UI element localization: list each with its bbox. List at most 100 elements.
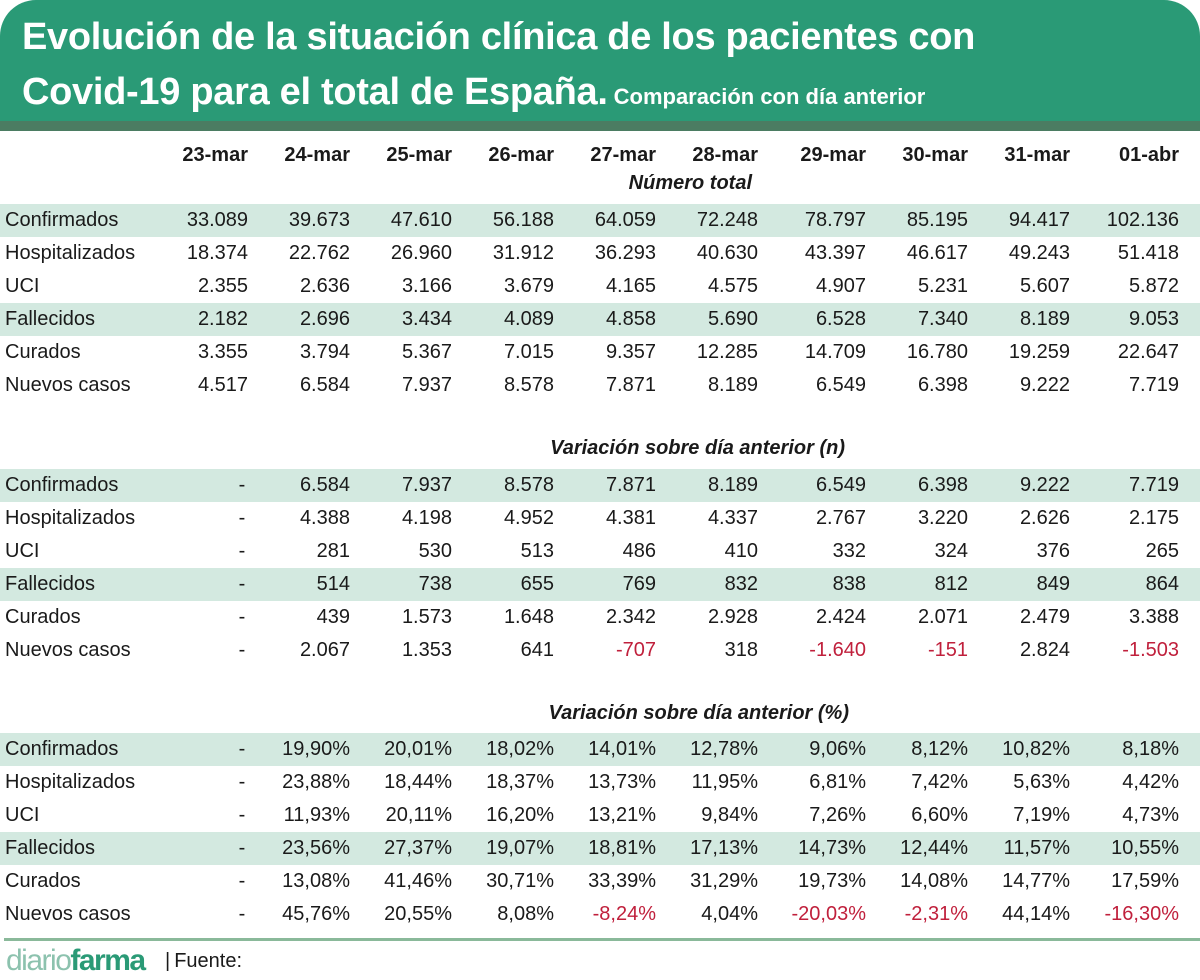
table-cell: 31.912 — [492, 242, 554, 264]
row-label: UCI — [5, 804, 40, 826]
table-cell: 56.188 — [492, 209, 554, 231]
table-cell: - — [238, 540, 246, 562]
table-cell: - — [238, 771, 246, 793]
table-row: Curados - 439 1.573 1.648 2.342 2.928 2.424 2.07… — [0, 601, 1200, 634]
table-cell: 7.871 — [605, 374, 656, 396]
table-cell: 4.517 — [197, 374, 248, 396]
table-cell: 8,18% — [1122, 738, 1179, 760]
table-cell: 13,21% — [588, 804, 656, 826]
table-cell: 3.355 — [197, 341, 248, 363]
table-cell: 3.166 — [401, 275, 452, 297]
table-cell: 6.549 — [815, 474, 866, 496]
row-label: Fallecidos — [5, 573, 96, 595]
table-cell: 2.928 — [707, 606, 758, 628]
table-cell: 4,42% — [1122, 771, 1179, 793]
table-cell: 45,76% — [282, 903, 350, 925]
date-header-row: 23-mar 24-mar 25-mar 26-mar 27-mar 28-mar 29-m… — [0, 139, 1200, 172]
date-header-cell: 25-mar — [386, 144, 452, 166]
table-cell: 4.381 — [605, 507, 656, 529]
table-cell: 6.398 — [917, 474, 968, 496]
row-label: UCI — [5, 540, 40, 562]
row-label: Hospitalizados — [5, 242, 136, 264]
table-cell: 2.479 — [1019, 606, 1070, 628]
table-cell: 513 — [520, 540, 554, 562]
table-cell: 8,08% — [497, 903, 554, 925]
table-cell: 8.578 — [503, 474, 554, 496]
table-cell: -1.503 — [1122, 639, 1179, 661]
table-cell: 2.767 — [815, 507, 866, 529]
table-cell: 6,60% — [911, 804, 968, 826]
table-cell: 36.293 — [594, 242, 656, 264]
date-header-cell: 26-mar — [488, 144, 554, 166]
table-cell: 4.575 — [707, 275, 758, 297]
table-cell: 8.189 — [1019, 308, 1070, 330]
table-cell: 318 — [724, 639, 758, 661]
table-cell: 11,93% — [283, 804, 350, 826]
table-cell: 18,44% — [384, 771, 452, 793]
table-cell: 4.165 — [605, 275, 656, 297]
table-cell: -1.640 — [809, 639, 866, 661]
table-cell: 18,81% — [588, 837, 656, 859]
source-label: Fuente: — [174, 950, 243, 972]
table-cell: 838 — [832, 573, 866, 595]
table-cell: 7.719 — [1128, 474, 1179, 496]
date-header-cell: 29-mar — [800, 144, 866, 166]
row-label: Confirmados — [5, 209, 119, 231]
table-cell: - — [238, 474, 246, 496]
table-cell: 11,57% — [1003, 837, 1070, 859]
table-cell: 832 — [724, 573, 758, 595]
table-row: Hospitalizados - 23,88% 18,44% 18,37% 13,73% 1… — [0, 766, 1200, 799]
table-cell: 2.824 — [1019, 639, 1070, 661]
row-label: Curados — [5, 870, 81, 892]
table-cell: 1.573 — [401, 606, 452, 628]
table-cell: 8.189 — [707, 374, 758, 396]
header-divider-strip — [0, 121, 1200, 131]
table-cell: 3.220 — [917, 507, 968, 529]
table-cell: 102.136 — [1106, 209, 1179, 231]
table-cell: 4.198 — [401, 507, 452, 529]
page-subtitle: Comparación con día anterior — [613, 84, 926, 109]
table-cell: 19,73% — [798, 870, 866, 892]
table-cell: 10,55% — [1111, 837, 1179, 859]
table-cell: 641 — [520, 639, 554, 661]
table-cell: 20,55% — [384, 903, 452, 925]
table-cell: 2.696 — [299, 308, 350, 330]
row-label: Nuevos casos — [5, 374, 131, 396]
table-cell: 47.610 — [390, 209, 452, 231]
table-cell: 31,29% — [690, 870, 758, 892]
table-cell: 41,46% — [384, 870, 452, 892]
logo-diario: diario — [6, 944, 72, 977]
table-cell: 8,12% — [911, 738, 968, 760]
table-cell: 10,82% — [1002, 738, 1070, 760]
table-cell: 332 — [832, 540, 866, 562]
row-label: UCI — [5, 275, 40, 297]
table-cell: 19,90% — [282, 738, 350, 760]
table-cell: 49.243 — [1008, 242, 1070, 264]
table-row: UCI 2.355 2.636 3.166 3.679 4.165 4.575 4.907 5.… — [0, 270, 1200, 303]
table-cell: 6.549 — [815, 374, 866, 396]
table-cell: 769 — [622, 573, 656, 595]
table-cell: 2.182 — [197, 308, 248, 330]
table-cell: 12,78% — [690, 738, 758, 760]
table-cell: 18,02% — [486, 738, 554, 760]
table-cell: 2.424 — [815, 606, 866, 628]
row-label: Fallecidos — [5, 308, 96, 330]
table-cell: 23,56% — [282, 837, 350, 859]
table-cell: 4.089 — [503, 308, 554, 330]
table-cell: -8,24% — [592, 903, 656, 925]
row-label: Hospitalizados — [5, 771, 136, 793]
table-row: Confirmados 33.089 39.673 47.610 56.188 64.05… — [0, 204, 1200, 237]
table-cell: 7.937 — [401, 474, 452, 496]
table-cell: 439 — [316, 606, 350, 628]
table-cell: 7.340 — [917, 308, 968, 330]
table-cell: 2.355 — [197, 275, 248, 297]
table-cell: 13,08% — [282, 870, 350, 892]
table-cell: 14,01% — [588, 738, 656, 760]
table-cell: 2.175 — [1128, 507, 1179, 529]
table-cell: 5.690 — [707, 308, 758, 330]
table-row: Fallecidos - 514 738 655 769 832 838 812 849 864 — [0, 568, 1200, 601]
table-cell: 64.059 — [594, 209, 656, 231]
table-cell: 5,63% — [1013, 771, 1070, 793]
table-cell: 3.794 — [299, 341, 350, 363]
table-cell: 8.578 — [503, 374, 554, 396]
